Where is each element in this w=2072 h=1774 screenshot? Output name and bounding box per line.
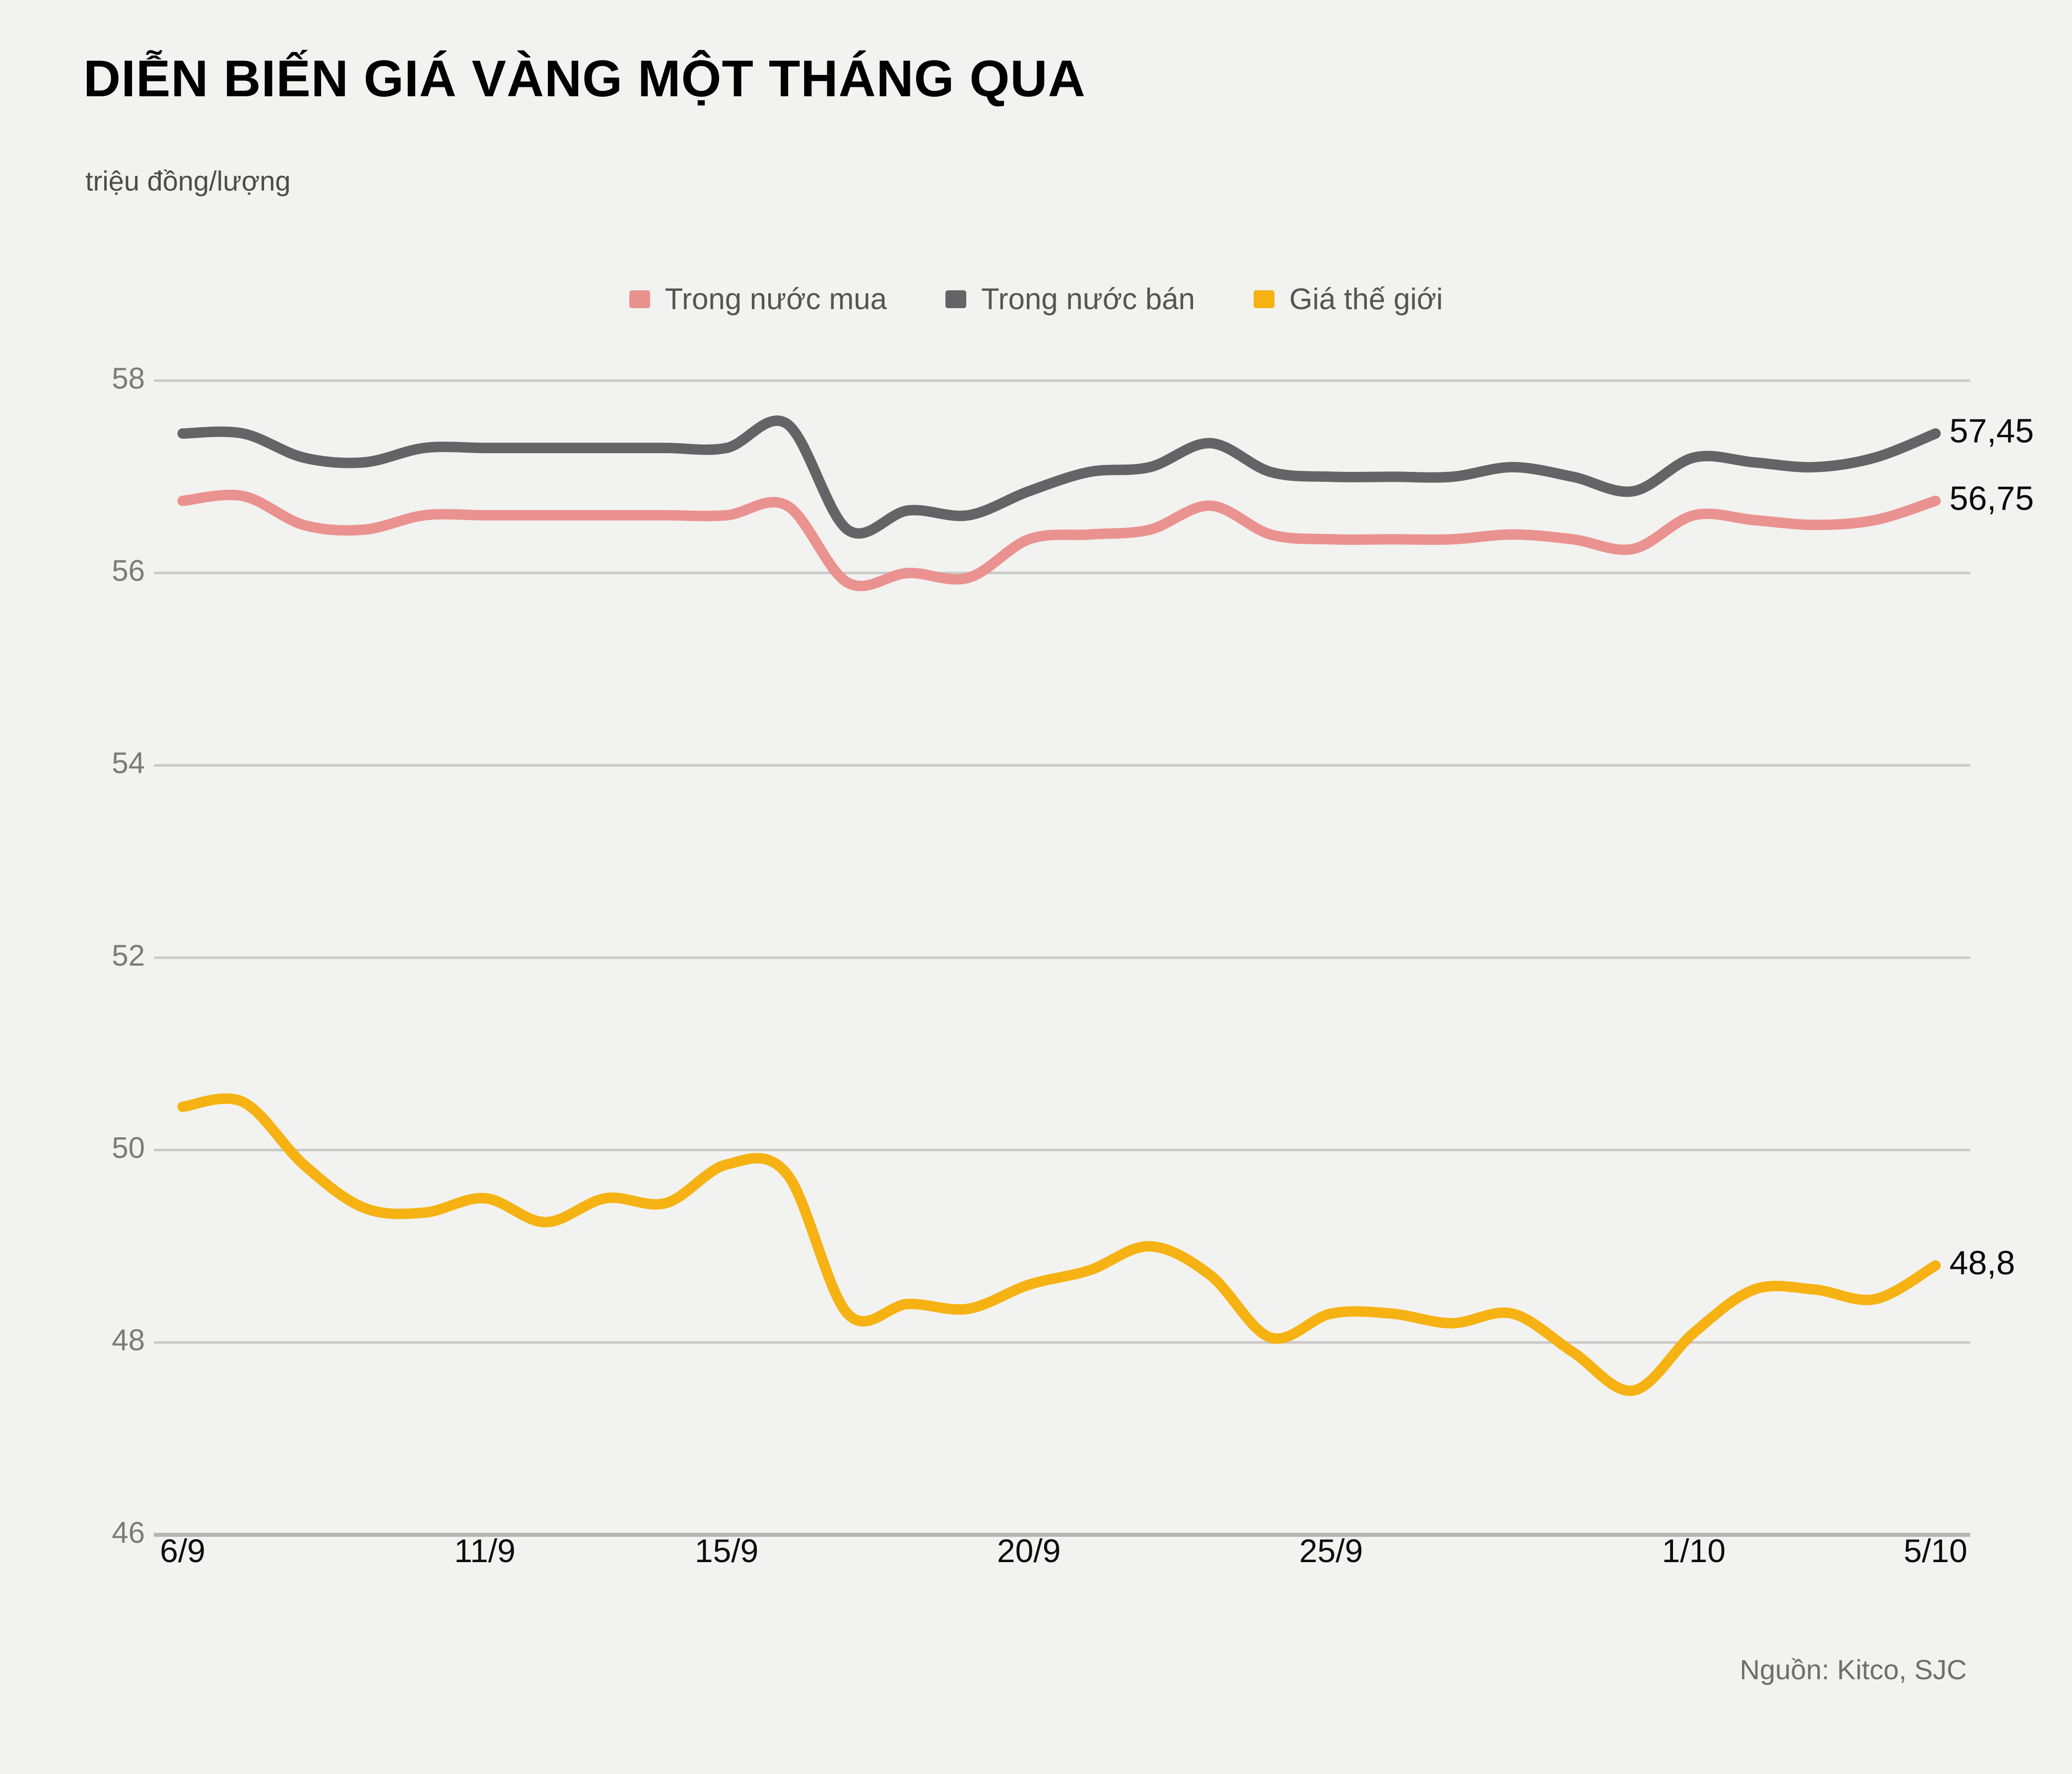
x-tick-label-20-9: 20/9	[997, 1532, 1061, 1569]
axis-unit-label: triệu đồng/lượng	[85, 165, 291, 197]
y-tick-label-54: 54	[112, 746, 145, 780]
legend-label-ban: Trong nước bán	[981, 282, 1195, 316]
legend-item-thegioi: Giá thế giới	[1253, 282, 1443, 316]
legend-label-thegioi: Giá thế giới	[1289, 282, 1443, 316]
legend-item-ban: Trong nước bán	[945, 282, 1195, 316]
series-line-1	[177, 415, 1941, 539]
legend-swatch-ban-icon	[945, 290, 967, 308]
series-line-0	[177, 489, 1941, 591]
y-tick-label-56: 56	[112, 554, 145, 588]
legend-item-mua: Trong nước mua	[629, 282, 887, 316]
series-line-2	[177, 1093, 1941, 1396]
y-tick-label-52: 52	[112, 939, 145, 972]
source-credit: Nguồn: Kitco, SJC	[1739, 1654, 1967, 1685]
x-tick-label-6-9: 6/9	[160, 1532, 205, 1569]
series-end-label-2: 48,8	[1949, 1244, 2015, 1282]
x-tick-label-15-9: 15/9	[695, 1532, 758, 1569]
x-tick-label-25-9: 25/9	[1299, 1532, 1363, 1569]
y-tick-label-58: 58	[112, 362, 145, 395]
x-tick-label-1-10: 1/10	[1662, 1532, 1726, 1569]
legend-swatch-mua-icon	[629, 290, 650, 308]
legend-label-mua: Trong nước mua	[665, 282, 887, 316]
series-end-label-1: 57,45	[1949, 412, 2034, 450]
y-tick-label-50: 50	[112, 1131, 145, 1165]
y-tick-label-48: 48	[112, 1323, 145, 1357]
y-tick-label-46: 46	[112, 1516, 145, 1549]
legend: Trong nước mua Trong nước bán Giá thế gi…	[0, 282, 2072, 316]
x-tick-label-11-9: 11/9	[454, 1532, 516, 1569]
page-title: DIỄN BIẾN GIÁ VÀNG MỘT THÁNG QUA	[83, 50, 1086, 108]
series-end-label-0: 56,75	[1949, 479, 2034, 517]
x-tick-label-5-10: 5/10	[1904, 1532, 1967, 1569]
legend-swatch-thegioi-icon	[1253, 290, 1274, 308]
